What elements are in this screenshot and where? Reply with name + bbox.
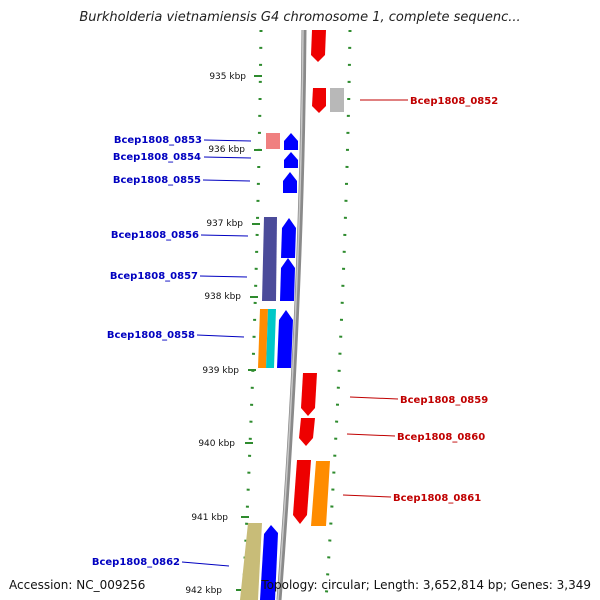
gene-feature[interactable] — [284, 152, 298, 168]
gene-feature[interactable] — [293, 460, 311, 524]
gene-label[interactable]: Bcep1808_0859 — [400, 395, 488, 406]
gene-feature[interactable] — [260, 525, 278, 600]
gene-label[interactable]: Bcep1808_0860 — [397, 432, 485, 443]
connector-line — [203, 139, 252, 142]
right-gene-labels: Bcep1808_0852 Bcep1808_0859 Bcep1808_086… — [393, 96, 498, 504]
connector-line — [349, 396, 399, 400]
gene-feature[interactable] — [281, 218, 296, 258]
connector-line — [202, 179, 251, 182]
tick-label: 935 kbp — [209, 72, 246, 82]
gene-feature[interactable] — [240, 523, 262, 600]
gene-label[interactable]: Bcep1808_0853 — [114, 135, 202, 146]
gene-label[interactable]: Bcep1808_0861 — [393, 493, 481, 504]
connector-line — [342, 494, 392, 498]
connector-line — [196, 334, 245, 338]
connector-line — [203, 156, 252, 159]
gene-feature[interactable] — [312, 88, 326, 113]
tick-label: 942 kbp — [185, 586, 222, 596]
kbp-ticks — [236, 75, 262, 591]
gene-feature[interactable] — [277, 310, 293, 368]
gene-label[interactable]: Bcep1808_0857 — [110, 271, 198, 282]
connector-line — [346, 433, 396, 437]
tick-label: 936 kbp — [208, 145, 245, 155]
tick-label: 939 kbp — [202, 366, 239, 376]
tick-label: 938 kbp — [204, 292, 241, 302]
gene-feature[interactable] — [258, 309, 268, 368]
gene-feature[interactable] — [299, 418, 315, 446]
gene-label[interactable]: Bcep1808_0856 — [111, 230, 199, 241]
gene-feature[interactable] — [301, 373, 317, 416]
connector-line — [181, 561, 230, 567]
accession-text: Accession: NC_009256 — [9, 578, 146, 592]
gene-label[interactable]: Bcep1808_0854 — [113, 152, 201, 163]
gene-label[interactable]: Bcep1808_0852 — [410, 96, 498, 107]
gene-label[interactable]: Bcep1808_0862 — [92, 557, 180, 568]
gene-label[interactable]: Bcep1808_0855 — [113, 175, 201, 186]
reverse-strand-genes — [293, 30, 344, 526]
tick-label: 940 kbp — [198, 439, 235, 449]
kbp-tick-labels: 935 kbp 936 kbp 937 kbp 938 kbp 939 kbp … — [185, 72, 246, 596]
connector-line — [200, 234, 249, 237]
map-title: Burkholderia vietnamiensis G4 chromosome… — [79, 10, 521, 25]
gene-feature[interactable] — [330, 88, 344, 112]
label-connectors — [181, 99, 408, 567]
gene-feature[interactable] — [280, 258, 295, 301]
gene-feature[interactable] — [283, 172, 297, 193]
tick-label: 941 kbp — [191, 513, 228, 523]
connector-line — [199, 275, 248, 278]
gene-feature[interactable] — [311, 30, 326, 62]
gene-feature[interactable] — [311, 461, 330, 526]
right-dotted-guide — [324, 29, 352, 600]
left-gene-labels: Bcep1808_0853 Bcep1808_0854 Bcep1808_085… — [92, 135, 202, 568]
gene-feature[interactable] — [262, 217, 277, 301]
gene-label[interactable]: Bcep1808_0858 — [107, 330, 195, 341]
gene-feature[interactable] — [284, 133, 298, 150]
gene-feature[interactable] — [266, 133, 280, 149]
gene-feature[interactable] — [266, 309, 276, 368]
chromosome-backbone — [276, 29, 307, 600]
left-dotted-guide — [241, 29, 263, 600]
tick-label: 937 kbp — [206, 219, 243, 229]
forward-strand-genes — [240, 133, 298, 600]
summary-text: Topology: circular; Length: 3,652,814 bp… — [261, 578, 591, 592]
chromosome-backbone-highlight — [277, 29, 304, 600]
